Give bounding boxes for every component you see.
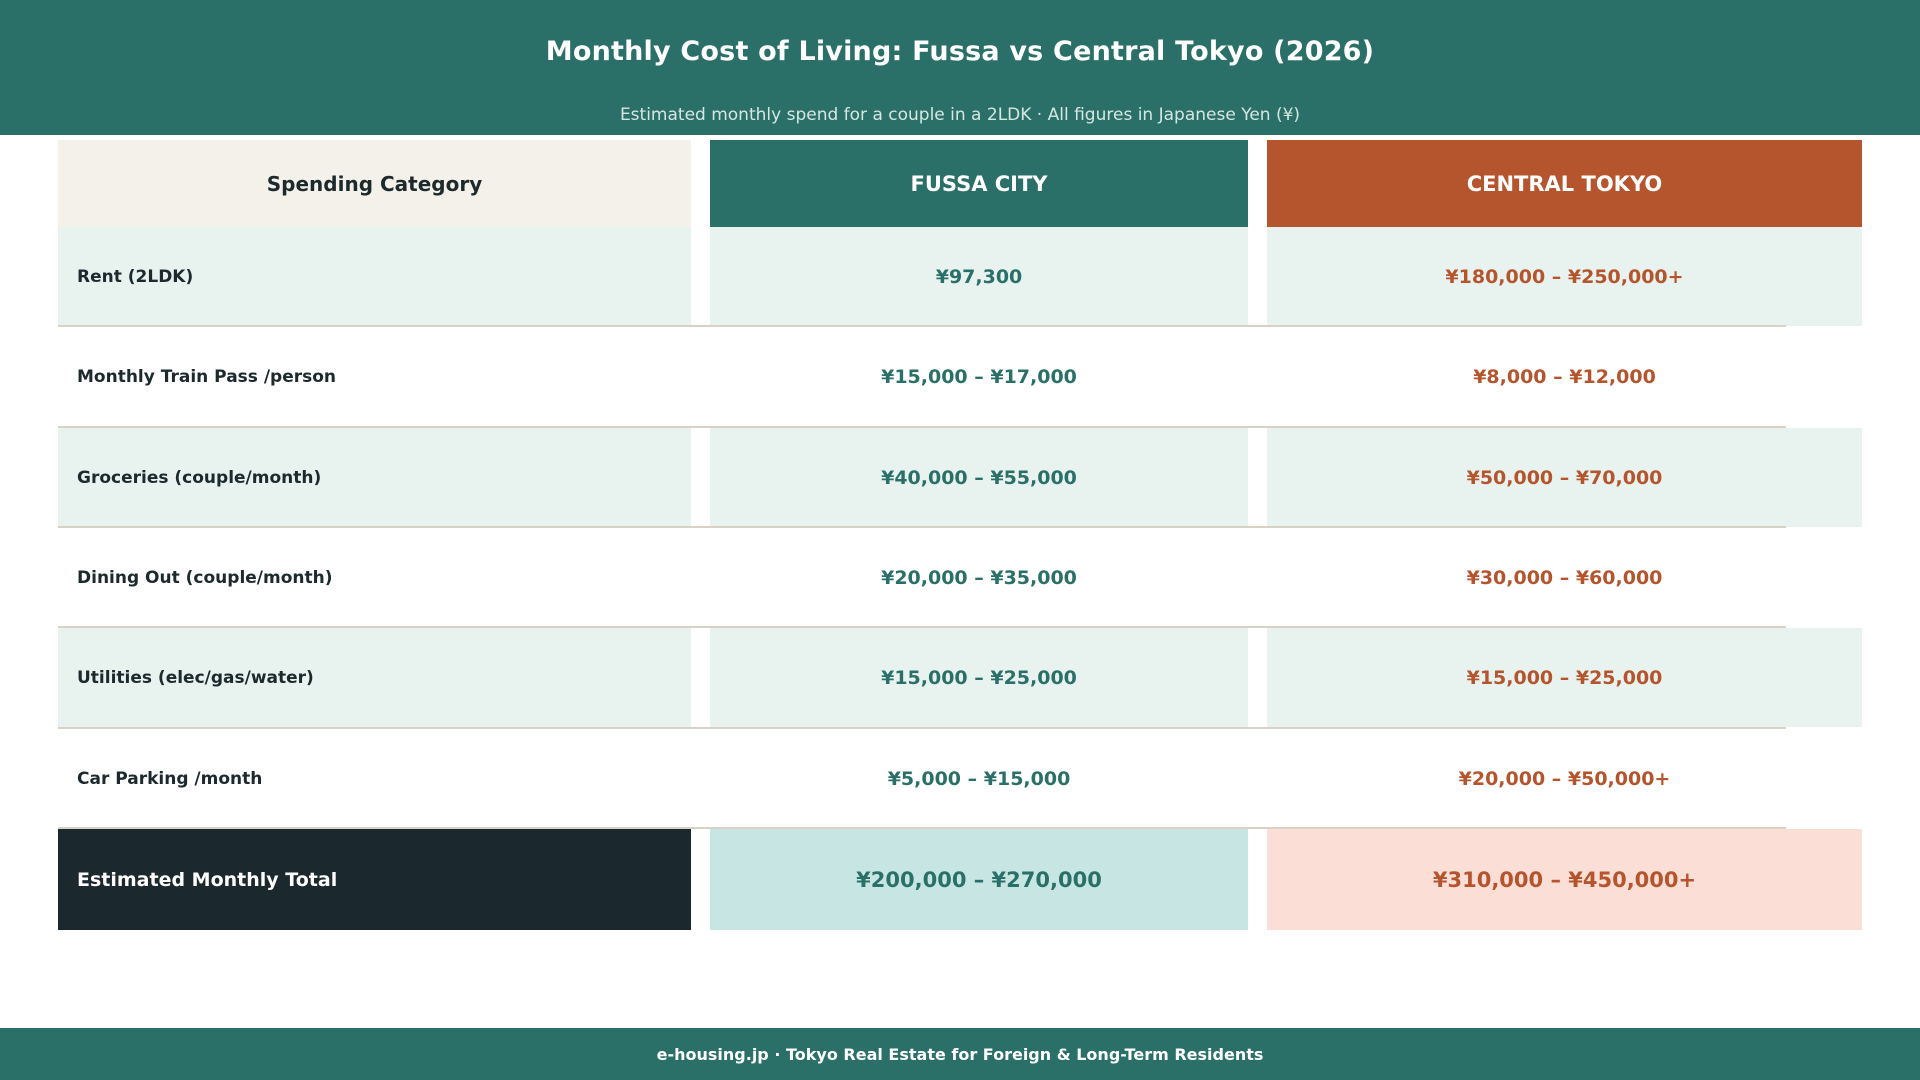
row-divider [58,727,1786,729]
row-groceries-fussa: ¥40,000 – ¥55,000 [710,428,1248,527]
footer-text: e-housing.jp · Tokyo Real Estate for For… [656,1044,1264,1064]
row-utilities-tokyo: ¥15,000 – ¥25,000 [1267,628,1862,727]
row-parking-fussa: ¥5,000 – ¥15,000 [887,767,1071,790]
header-banner: Monthly Cost of Living: Fussa vs Central… [0,0,1920,135]
row-train-label: Monthly Train Pass /person [77,366,337,387]
row-train-tokyo: ¥8,000 – ¥12,000 [1473,365,1656,388]
row-rent-fussa: ¥97,300 [710,227,1248,326]
page-title: Monthly Cost of Living: Fussa vs Central… [545,36,1375,67]
total-row-tokyo: ¥310,000 – ¥450,000+ [1267,829,1862,930]
row-divider [58,827,1786,829]
row-utilities-label: Utilities (elec/gas/water) [58,628,691,727]
row-divider [58,526,1786,528]
row-groceries-tokyo: ¥50,000 – ¥70,000 [1267,428,1862,527]
column-header-fussa: FUSSA CITY [710,140,1248,227]
total-row-label: Estimated Monthly Total [58,829,691,930]
page-subtitle: Estimated monthly spend for a couple in … [619,105,1301,125]
row-dining-tokyo: ¥30,000 – ¥60,000 [1466,566,1663,589]
row-dining-label: Dining Out (couple/month) [77,567,333,588]
row-divider [58,325,1786,327]
row-utilities-fussa: ¥15,000 – ¥25,000 [710,628,1248,727]
total-row-fussa: ¥200,000 – ¥270,000 [710,829,1248,930]
footer-banner: e-housing.jp · Tokyo Real Estate for For… [0,1028,1920,1080]
row-train-fussa: ¥15,000 – ¥17,000 [881,365,1077,388]
row-parking-label: Car Parking /month [77,768,263,789]
row-parking-tokyo: ¥20,000 – ¥50,000+ [1458,767,1671,790]
row-groceries-label: Groceries (couple/month) [58,428,691,527]
row-dining-fussa: ¥20,000 – ¥35,000 [881,566,1077,589]
row-divider [58,426,1786,428]
column-header-tokyo: CENTRAL TOKYO [1267,140,1862,227]
row-rent-label: Rent (2LDK) [58,227,691,326]
column-header-category: Spending Category [58,140,691,227]
row-rent-tokyo: ¥180,000 – ¥250,000+ [1267,227,1862,326]
row-divider [58,626,1786,628]
